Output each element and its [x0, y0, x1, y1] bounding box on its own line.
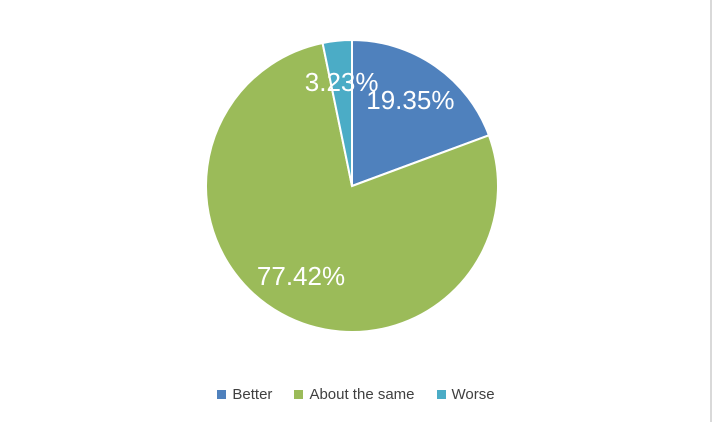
pie-chart: 19.35% 77.42% 3.23% [205, 38, 499, 333]
pie-slice-worse [321, 38, 353, 187]
legend-item-worse: Worse [436, 386, 495, 403]
legend-swatch-worse [436, 390, 446, 399]
data-label-better: 19.35% [366, 85, 454, 115]
legend-label-worse: Worse [451, 386, 495, 403]
legend-swatch-better [217, 390, 227, 399]
data-label-worse: 3.23% [305, 67, 379, 97]
legend: Better About the same Worse [0, 386, 712, 403]
pie-slice-better [351, 38, 491, 188]
legend-item-better: Better [217, 386, 272, 403]
legend-label-about-the-same: About the same [309, 386, 415, 403]
pie-slice-about-the-same [205, 41, 499, 333]
legend-swatch-about-the-same [294, 390, 304, 399]
data-label-about-the-same: 77.42% [257, 261, 345, 291]
chart-frame-edge [710, 0, 712, 422]
legend-label-better: Better [232, 386, 273, 403]
legend-item-about-the-same: About the same [294, 386, 415, 403]
